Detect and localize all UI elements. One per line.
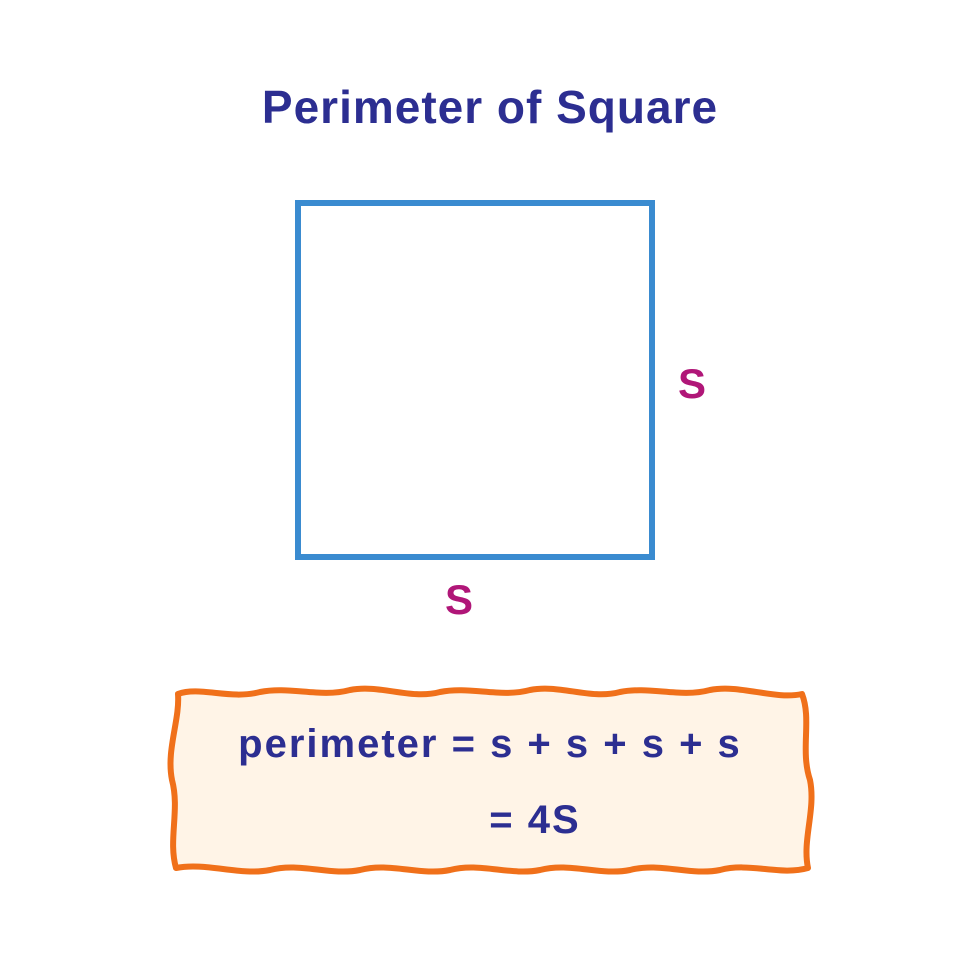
page-title: Perimeter of Square	[0, 80, 980, 134]
formula-line-1: perimeter = s + s + s + s	[160, 722, 820, 767]
formula-box: perimeter = s + s + s + s = 4S	[160, 680, 820, 880]
formula-line-2: = 4S	[160, 798, 820, 843]
square-shape	[295, 200, 655, 560]
side-label-bottom: S	[445, 576, 473, 624]
formula-box-border-icon	[160, 680, 820, 880]
diagram-canvas: Perimeter of Square S S perimeter = s + …	[0, 0, 980, 980]
side-label-right: S	[678, 360, 706, 408]
